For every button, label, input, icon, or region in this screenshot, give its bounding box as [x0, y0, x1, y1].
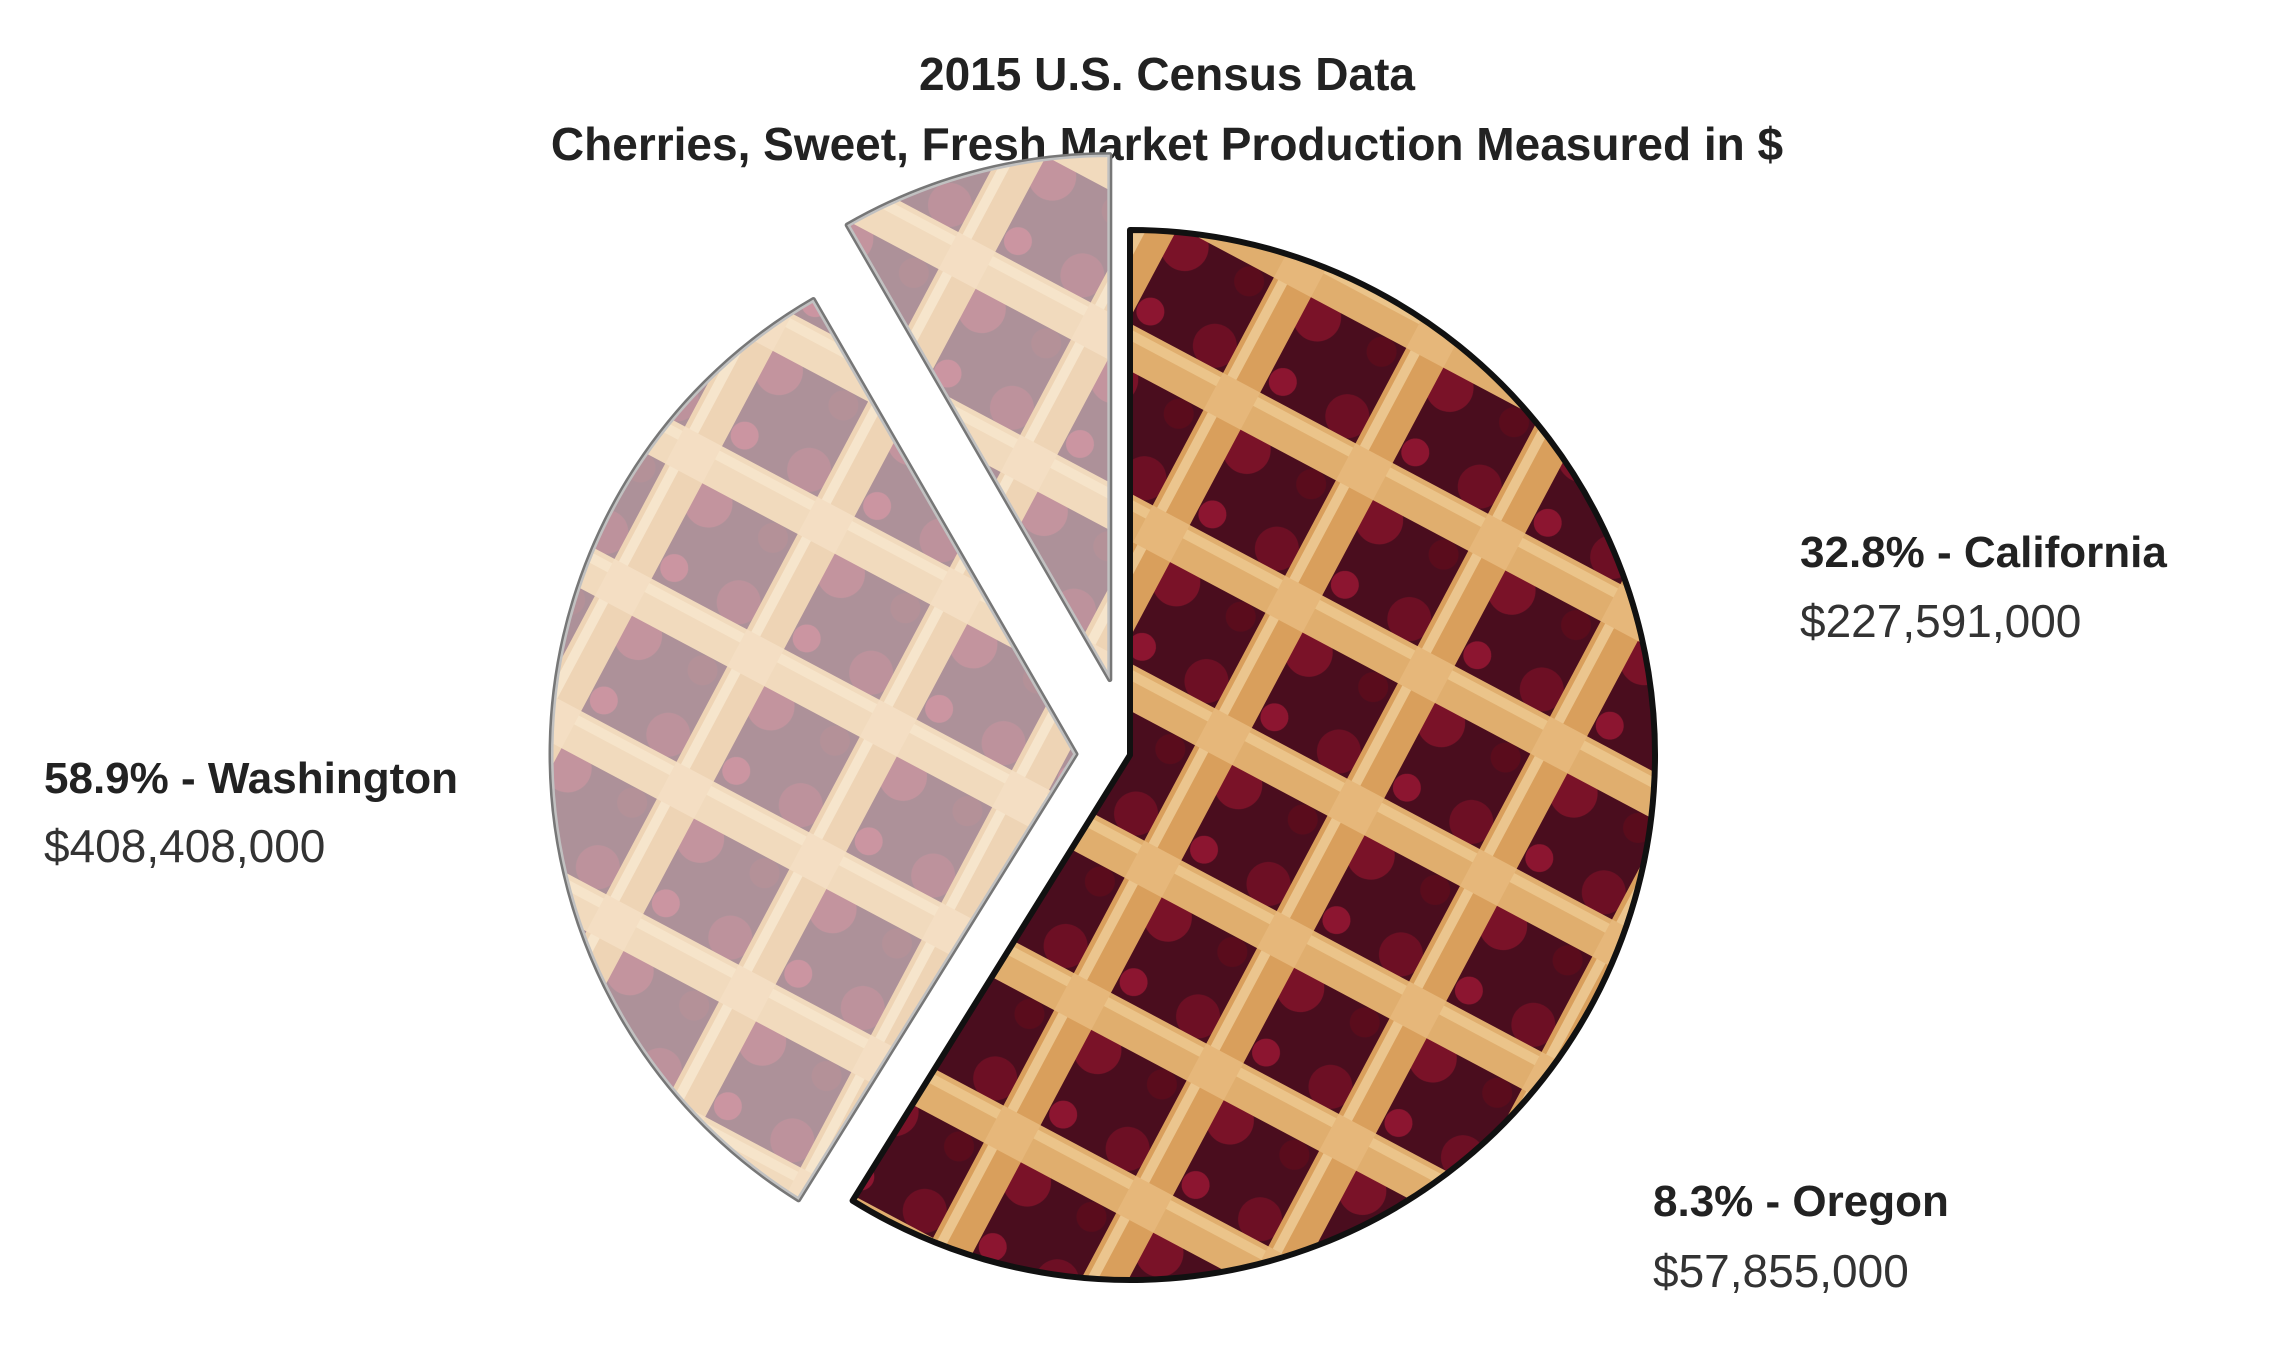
chart-subtitle: Cherries, Sweet, Fresh Market Production… [551, 118, 1783, 170]
washington-name: Washington [208, 754, 458, 803]
pie-slice-california-fade [551, 299, 1077, 1200]
oregon-percent: 8.3% [1653, 1177, 1753, 1226]
pie-slice-oregon-fade [847, 154, 1110, 680]
california-value: $227,591,000 [1800, 595, 2081, 647]
california-name: California [1964, 528, 2167, 577]
california-separator: - [1925, 528, 1964, 577]
oregon-name: Oregon [1792, 1177, 1948, 1226]
washington-separator: - [169, 754, 208, 803]
california-label: 32.8% - California [1800, 528, 2167, 577]
oregon-separator: - [1753, 1177, 1792, 1226]
washington-value: $408,408,000 [44, 820, 325, 872]
washington-label: 58.9% - Washington [44, 754, 458, 803]
chart-title: 2015 U.S. Census Data [919, 48, 1415, 100]
pie-slice-washington [849, 227, 1658, 1283]
oregon-value: $57,855,000 [1653, 1245, 1909, 1297]
pie-slices [548, 152, 1658, 1283]
california-percent: 32.8% [1800, 528, 1925, 577]
oregon-label: 8.3% - Oregon [1653, 1177, 1949, 1226]
washington-percent: 58.9% [44, 754, 169, 803]
